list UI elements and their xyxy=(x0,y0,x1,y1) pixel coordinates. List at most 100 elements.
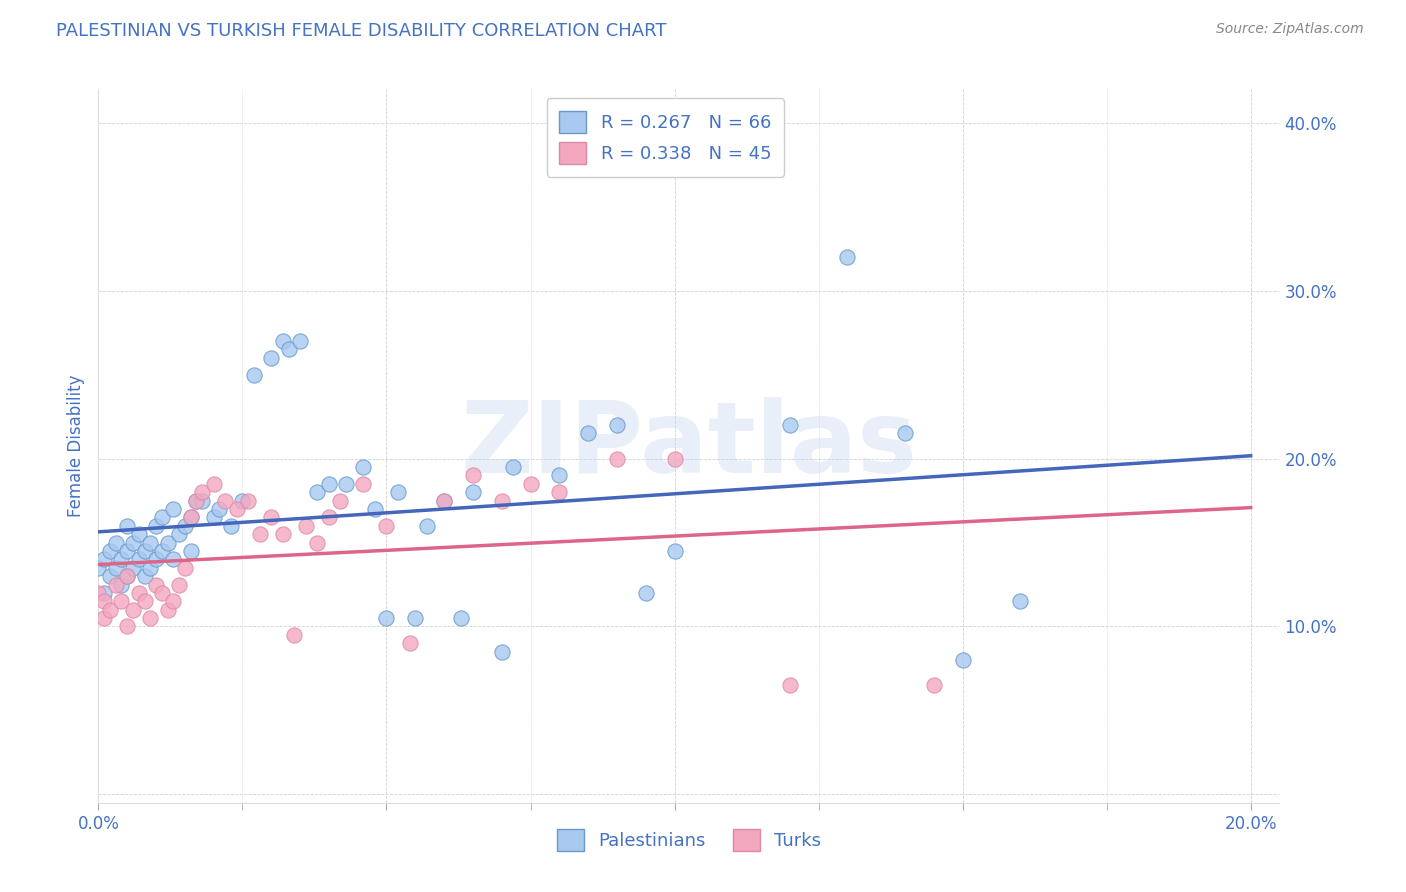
Point xyxy=(134,544,156,558)
Point xyxy=(162,502,184,516)
Point xyxy=(837,250,859,264)
Point xyxy=(167,577,190,591)
Point xyxy=(519,476,541,491)
Point xyxy=(93,552,115,566)
Point xyxy=(128,552,150,566)
Point xyxy=(249,527,271,541)
Point xyxy=(134,594,156,608)
Point xyxy=(122,603,145,617)
Point xyxy=(606,417,628,432)
Point xyxy=(922,678,945,692)
Point xyxy=(173,518,195,533)
Point xyxy=(548,485,571,500)
Point xyxy=(243,368,266,382)
Point xyxy=(295,518,318,533)
Point xyxy=(491,645,513,659)
Point xyxy=(173,560,195,574)
Point xyxy=(191,485,214,500)
Point xyxy=(122,535,145,549)
Point xyxy=(134,569,156,583)
Point xyxy=(664,451,686,466)
Point xyxy=(398,636,420,650)
Point xyxy=(98,569,121,583)
Point xyxy=(110,594,132,608)
Text: Source: ZipAtlas.com: Source: ZipAtlas.com xyxy=(1216,22,1364,37)
Point xyxy=(186,493,208,508)
Point xyxy=(779,417,801,432)
Point xyxy=(214,493,236,508)
Point xyxy=(87,586,110,600)
Point xyxy=(162,552,184,566)
Point xyxy=(352,476,374,491)
Point xyxy=(231,493,253,508)
Point xyxy=(128,586,150,600)
Point xyxy=(139,560,162,574)
Point xyxy=(93,611,115,625)
Point xyxy=(145,518,167,533)
Point xyxy=(145,577,167,591)
Point xyxy=(156,535,179,549)
Point xyxy=(150,544,173,558)
Point xyxy=(307,535,329,549)
Point xyxy=(664,544,686,558)
Text: PALESTINIAN VS TURKISH FEMALE DISABILITY CORRELATION CHART: PALESTINIAN VS TURKISH FEMALE DISABILITY… xyxy=(56,22,666,40)
Point xyxy=(260,510,283,524)
Y-axis label: Female Disability: Female Disability xyxy=(66,375,84,517)
Point xyxy=(139,611,162,625)
Point xyxy=(104,535,127,549)
Point xyxy=(952,653,974,667)
Point xyxy=(98,603,121,617)
Point xyxy=(180,510,202,524)
Point xyxy=(283,628,305,642)
Point xyxy=(208,502,231,516)
Point xyxy=(461,485,484,500)
Point xyxy=(180,544,202,558)
Point xyxy=(115,544,138,558)
Point xyxy=(186,493,208,508)
Point xyxy=(167,527,190,541)
Point xyxy=(404,611,426,625)
Point xyxy=(375,518,398,533)
Point xyxy=(318,510,340,524)
Point xyxy=(238,493,260,508)
Point xyxy=(180,510,202,524)
Point xyxy=(364,502,387,516)
Point xyxy=(150,510,173,524)
Point xyxy=(98,544,121,558)
Point xyxy=(110,577,132,591)
Point xyxy=(502,460,524,475)
Point xyxy=(150,586,173,600)
Point xyxy=(416,518,439,533)
Point xyxy=(461,468,484,483)
Point xyxy=(491,493,513,508)
Point xyxy=(375,611,398,625)
Point xyxy=(115,569,138,583)
Point xyxy=(634,586,657,600)
Point xyxy=(548,468,571,483)
Point xyxy=(307,485,329,500)
Point xyxy=(115,569,138,583)
Point xyxy=(104,577,127,591)
Point xyxy=(1010,594,1032,608)
Point xyxy=(271,334,294,348)
Legend: Palestinians, Turks: Palestinians, Turks xyxy=(550,822,828,858)
Point xyxy=(122,560,145,574)
Point xyxy=(202,510,225,524)
Point xyxy=(260,351,283,365)
Point xyxy=(433,493,456,508)
Point xyxy=(162,594,184,608)
Point xyxy=(202,476,225,491)
Point xyxy=(93,586,115,600)
Point xyxy=(115,619,138,633)
Point xyxy=(433,493,456,508)
Point xyxy=(335,476,357,491)
Point xyxy=(93,594,115,608)
Point xyxy=(104,560,127,574)
Point xyxy=(139,535,162,549)
Point xyxy=(156,603,179,617)
Point xyxy=(450,611,472,625)
Point xyxy=(894,426,917,441)
Point xyxy=(606,451,628,466)
Point xyxy=(288,334,311,348)
Point xyxy=(225,502,247,516)
